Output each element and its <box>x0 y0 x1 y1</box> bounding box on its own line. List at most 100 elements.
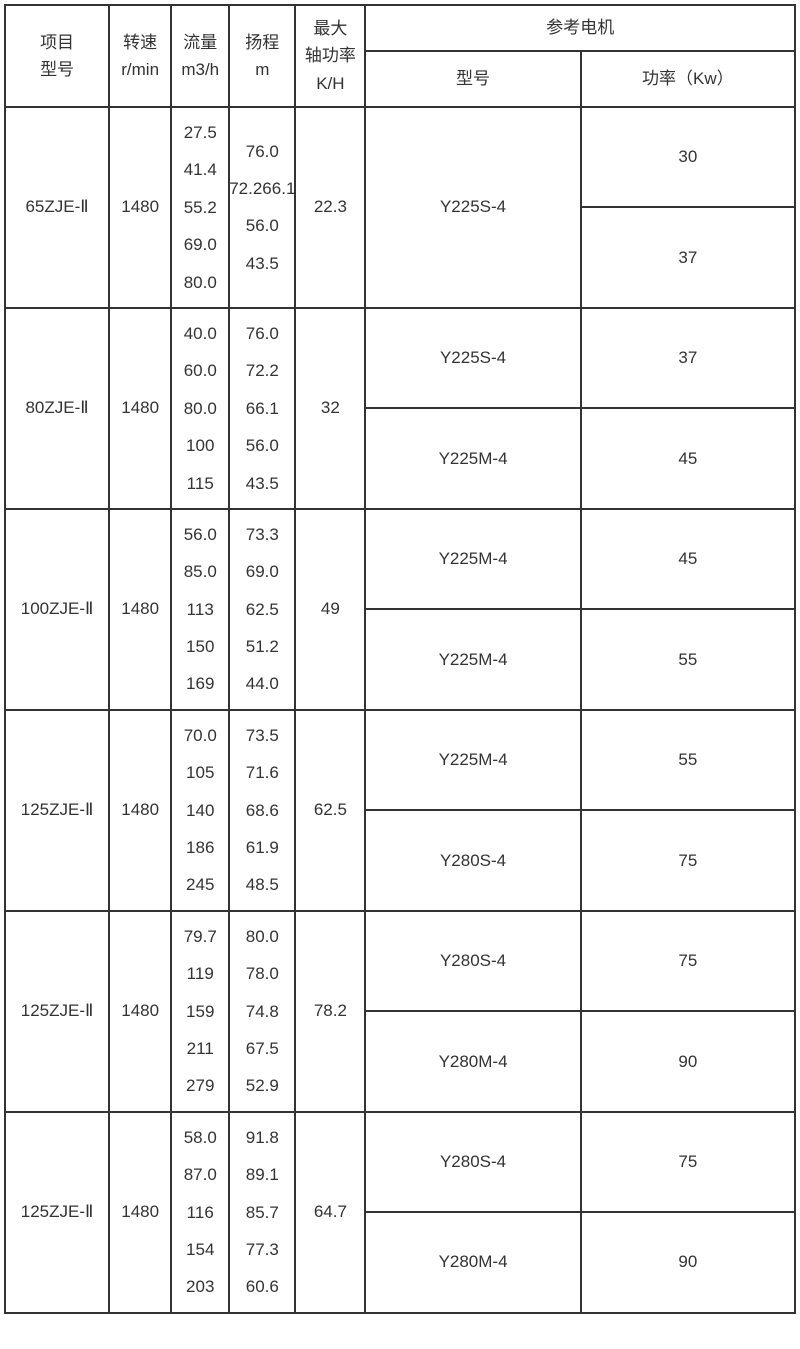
cell-head: 80.078.074.867.552.9 <box>229 911 295 1112</box>
cell-model: 125ZJE-Ⅱ <box>5 710 109 911</box>
table-row: 125ZJE-Ⅱ148058.087.011615420391.889.185.… <box>5 1112 795 1212</box>
table-row: 80ZJE-Ⅱ148040.060.080.010011576.072.266.… <box>5 308 795 408</box>
cell-value: 62.5 <box>246 591 279 628</box>
cell-speed: 1480 <box>109 107 171 308</box>
cell-value: 73.3 <box>246 516 279 553</box>
cell-flow: 56.085.0113150169 <box>171 509 229 710</box>
cell-value: 89.1 <box>246 1156 279 1193</box>
cell-value: 71.6 <box>246 754 279 791</box>
cell-value: 44.0 <box>246 665 279 702</box>
cell-maxpw: 32 <box>295 308 365 509</box>
cell-value: 80.0 <box>246 918 279 955</box>
cell-value: 72.2 <box>246 352 279 389</box>
cell-motor-power: 55 <box>581 609 795 709</box>
hdr-maxpw-l2: 轴功率 <box>296 42 364 69</box>
hdr-ref-power: 功率（Kw） <box>581 51 795 107</box>
cell-value: 140 <box>186 792 214 829</box>
hdr-flow-l2: m3/h <box>172 56 228 83</box>
cell-motor-power: 90 <box>581 1011 795 1111</box>
cell-value: 52.9 <box>246 1067 279 1104</box>
cell-value: 80.0 <box>184 390 217 427</box>
hdr-speed-l2: r/min <box>110 56 170 83</box>
hdr-speed: 转速 r/min <box>109 5 171 107</box>
cell-motor-model: Y225S-4 <box>365 308 580 408</box>
hdr-flow-l1: 流量 <box>172 29 228 56</box>
cell-flow: 70.0105140186245 <box>171 710 229 911</box>
cell-value: 43.5 <box>246 245 279 282</box>
cell-value: 80.0 <box>184 264 217 301</box>
spec-table: 项目 型号 转速 r/min 流量 m3/h 扬程 m 最大 轴功率 K/H 参… <box>4 4 796 1314</box>
cell-value: 74.8 <box>246 993 279 1030</box>
cell-value: 79.7 <box>184 918 217 955</box>
cell-motor-power: 45 <box>581 408 795 508</box>
cell-model: 125ZJE-Ⅱ <box>5 911 109 1112</box>
cell-motor-model: Y225S-4 <box>365 107 580 308</box>
cell-value: 73.5 <box>246 717 279 754</box>
cell-speed: 1480 <box>109 1112 171 1313</box>
cell-value: 203 <box>186 1268 214 1305</box>
hdr-model-l1: 项目 <box>6 29 108 56</box>
cell-flow: 40.060.080.0100115 <box>171 308 229 509</box>
cell-head: 73.369.062.551.244.0 <box>229 509 295 710</box>
cell-speed: 1480 <box>109 911 171 1112</box>
cell-value: 69.0 <box>246 553 279 590</box>
cell-motor-model: Y225M-4 <box>365 710 580 810</box>
cell-head: 76.072.266.156.043.5 <box>229 107 295 308</box>
cell-value: 56.0 <box>246 207 279 244</box>
table-row: 100ZJE-Ⅱ148056.085.011315016973.369.062.… <box>5 509 795 609</box>
table-row: 125ZJE-Ⅱ148070.010514018624573.571.668.6… <box>5 710 795 810</box>
cell-value: 56.0 <box>246 427 279 464</box>
cell-value: 245 <box>186 866 214 903</box>
cell-head: 73.571.668.661.948.5 <box>229 710 295 911</box>
cell-value: 91.8 <box>246 1119 279 1156</box>
cell-value: 78.0 <box>246 955 279 992</box>
cell-model: 80ZJE-Ⅱ <box>5 308 109 509</box>
cell-motor-model: Y225M-4 <box>365 609 580 709</box>
cell-value: 115 <box>187 465 214 502</box>
cell-value: 55.2 <box>184 189 217 226</box>
cell-value: 67.5 <box>246 1030 279 1067</box>
hdr-maxpw-l1: 最大 <box>296 15 364 42</box>
cell-value: 60.0 <box>184 352 217 389</box>
cell-motor-power: 37 <box>581 308 795 408</box>
cell-motor-model: Y225M-4 <box>365 509 580 609</box>
cell-value: 66.1 <box>246 390 279 427</box>
cell-value: 56.0 <box>184 516 217 553</box>
cell-motor-power: 37 <box>581 207 795 307</box>
cell-value: 43.5 <box>246 465 279 502</box>
cell-motor-power: 75 <box>581 1112 795 1212</box>
cell-maxpw: 62.5 <box>295 710 365 911</box>
cell-value: 100 <box>186 427 214 464</box>
cell-value: 60.6 <box>246 1268 279 1305</box>
cell-motor-model: Y280M-4 <box>365 1011 580 1111</box>
cell-value: 58.0 <box>184 1119 217 1156</box>
hdr-head: 扬程 m <box>229 5 295 107</box>
cell-speed: 1480 <box>109 710 171 911</box>
cell-value: 154 <box>186 1231 214 1268</box>
cell-value: 76.0 <box>246 133 279 170</box>
cell-value: 40.0 <box>184 315 217 352</box>
hdr-head-l2: m <box>230 56 294 83</box>
cell-model: 100ZJE-Ⅱ <box>5 509 109 710</box>
cell-motor-model: Y280S-4 <box>365 911 580 1011</box>
hdr-model-l2: 型号 <box>6 56 108 83</box>
cell-value: 69.0 <box>184 226 217 263</box>
cell-flow: 79.7119159211279 <box>171 911 229 1112</box>
hdr-flow: 流量 m3/h <box>171 5 229 107</box>
cell-value: 48.5 <box>246 866 279 903</box>
cell-maxpw: 49 <box>295 509 365 710</box>
cell-value: 85.0 <box>184 553 217 590</box>
cell-value: 169 <box>186 665 214 702</box>
header-row-1: 项目 型号 转速 r/min 流量 m3/h 扬程 m 最大 轴功率 K/H 参… <box>5 5 795 51</box>
cell-value: 279 <box>186 1067 214 1104</box>
hdr-maxpw: 最大 轴功率 K/H <box>295 5 365 107</box>
cell-flow: 58.087.0116154203 <box>171 1112 229 1313</box>
hdr-maxpw-l3: K/H <box>296 70 364 97</box>
cell-motor-power: 30 <box>581 107 795 207</box>
cell-value: 76.0 <box>246 315 279 352</box>
cell-maxpw: 22.3 <box>295 107 365 308</box>
cell-value: 87.0 <box>184 1156 217 1193</box>
cell-motor-power: 90 <box>581 1212 795 1312</box>
cell-head: 91.889.185.777.360.6 <box>229 1112 295 1313</box>
cell-value: 27.5 <box>184 114 217 151</box>
